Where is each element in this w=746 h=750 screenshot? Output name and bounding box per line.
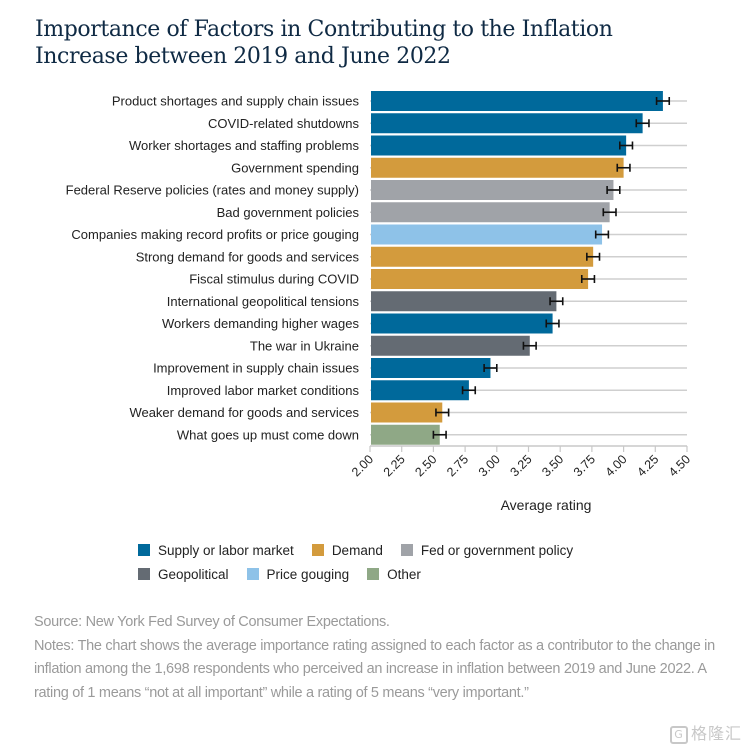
category-label: Companies making record profits or price… (71, 227, 359, 242)
x-tick-label: 4.50 (666, 452, 693, 479)
bar (371, 91, 663, 111)
x-tick-label: 3.50 (539, 452, 566, 479)
category-label: Bad government policies (217, 205, 360, 220)
watermark-text: 格隆汇 (690, 724, 742, 743)
x-axis-title: Average rating (501, 497, 592, 513)
legend-item-gouging: Price gouging (246, 566, 350, 582)
bar (371, 291, 557, 312)
category-label: COVID-related shutdowns (208, 116, 360, 131)
bar (371, 224, 603, 245)
legend-row-2: Geopolitical Price gouging Other (138, 562, 591, 586)
bar (371, 402, 443, 423)
category-labels: Product shortages and supply chain issue… (66, 94, 360, 443)
bar (371, 113, 643, 134)
chart-notes: Source: New York Fed Survey of Consumer … (34, 611, 734, 705)
bar (371, 180, 614, 200)
legend-item-demand: Demand (311, 542, 383, 558)
legend-label-fed: Fed or government policy (420, 542, 574, 558)
legend-item-fed: Fed or government policy (400, 542, 574, 558)
legend-swatch-geo (138, 568, 150, 580)
legend-swatch-gouging (246, 568, 259, 580)
category-label: Improvement in supply chain issues (153, 361, 359, 376)
category-label: Product shortages and supply chain issue… (112, 94, 360, 109)
bar (371, 157, 624, 178)
bar (371, 424, 440, 445)
bar (371, 335, 530, 356)
legend-swatch-other (367, 568, 380, 580)
error-bars (432, 97, 671, 439)
category-label: The war in Ukraine (250, 338, 359, 353)
legend-item-other: Other (367, 567, 421, 582)
category-label: Strong demand for goods and services (136, 249, 360, 264)
legend-label-gouging: Price gouging (266, 566, 350, 582)
category-label: Federal Reserve policies (rates and mone… (66, 183, 359, 198)
notes-text: Notes: The chart shows the average impor… (34, 637, 715, 701)
legend-item-supply: Supply or labor market (138, 543, 294, 558)
category-label: Government spending (231, 160, 359, 175)
bar (371, 313, 553, 334)
legend-swatch-fed (400, 544, 413, 556)
legend-item-geo: Geopolitical (138, 567, 229, 582)
category-label: What goes up must come down (177, 427, 359, 442)
x-axis: 2.00 2.25 2.50 2.75 3.00 3.25 3.50 3.75 4.00 4.25… (349, 445, 693, 479)
chart-title-line-2: Increase between 2019 and June 2022 (35, 44, 451, 69)
watermark: G 格隆汇 (669, 720, 742, 744)
x-tick-label: 2.50 (412, 452, 439, 479)
category-label: Worker shortages and staffing problems (129, 138, 360, 153)
category-label: Improved labor market conditions (167, 383, 360, 398)
bar (371, 380, 469, 401)
x-tick-label: 3.25 (508, 452, 535, 479)
legend-label-supply: Supply or labor market (158, 542, 294, 558)
category-label: Fiscal stimulus during COVID (189, 272, 359, 287)
bar (371, 246, 594, 267)
x-tick-label: 2.75 (444, 452, 471, 479)
legend-swatch-demand (311, 544, 324, 556)
bar (371, 269, 589, 289)
x-tick-label: 3.75 (571, 452, 598, 479)
chart-title: Importance of Factors in Contributing to… (35, 16, 715, 70)
bar (371, 135, 627, 156)
legend-swatch-supply (138, 544, 150, 556)
chart-title-line-1: Importance of Factors in Contributing to… (35, 17, 613, 42)
bars (371, 91, 663, 445)
legend-label-other: Other (387, 566, 421, 582)
bar-chart: Product shortages and supply chain issue… (66, 91, 693, 513)
category-label: International geopolitical tensions (167, 294, 360, 309)
legend-row-1: Supply or labor market Demand Fed or gov… (138, 538, 591, 562)
x-tick-label: 3.00 (476, 452, 503, 479)
legend: Supply or labor market Demand Fed or gov… (138, 538, 591, 586)
source-text: Source: New York Fed Survey of Consumer … (34, 614, 390, 630)
bar (371, 358, 491, 378)
g-logo-icon: G (669, 725, 688, 744)
category-label: Workers demanding higher wages (162, 316, 360, 331)
legend-label-demand: Demand (331, 542, 383, 558)
x-tick-label: 2.00 (349, 452, 376, 479)
category-label: Weaker demand for goods and services (129, 405, 359, 420)
bar (371, 202, 610, 223)
x-tick-label: 4.25 (634, 452, 661, 479)
x-tick-label: 4.00 (603, 452, 630, 479)
legend-label-geo: Geopolitical (158, 566, 229, 582)
x-tick-label: 2.25 (381, 452, 408, 479)
